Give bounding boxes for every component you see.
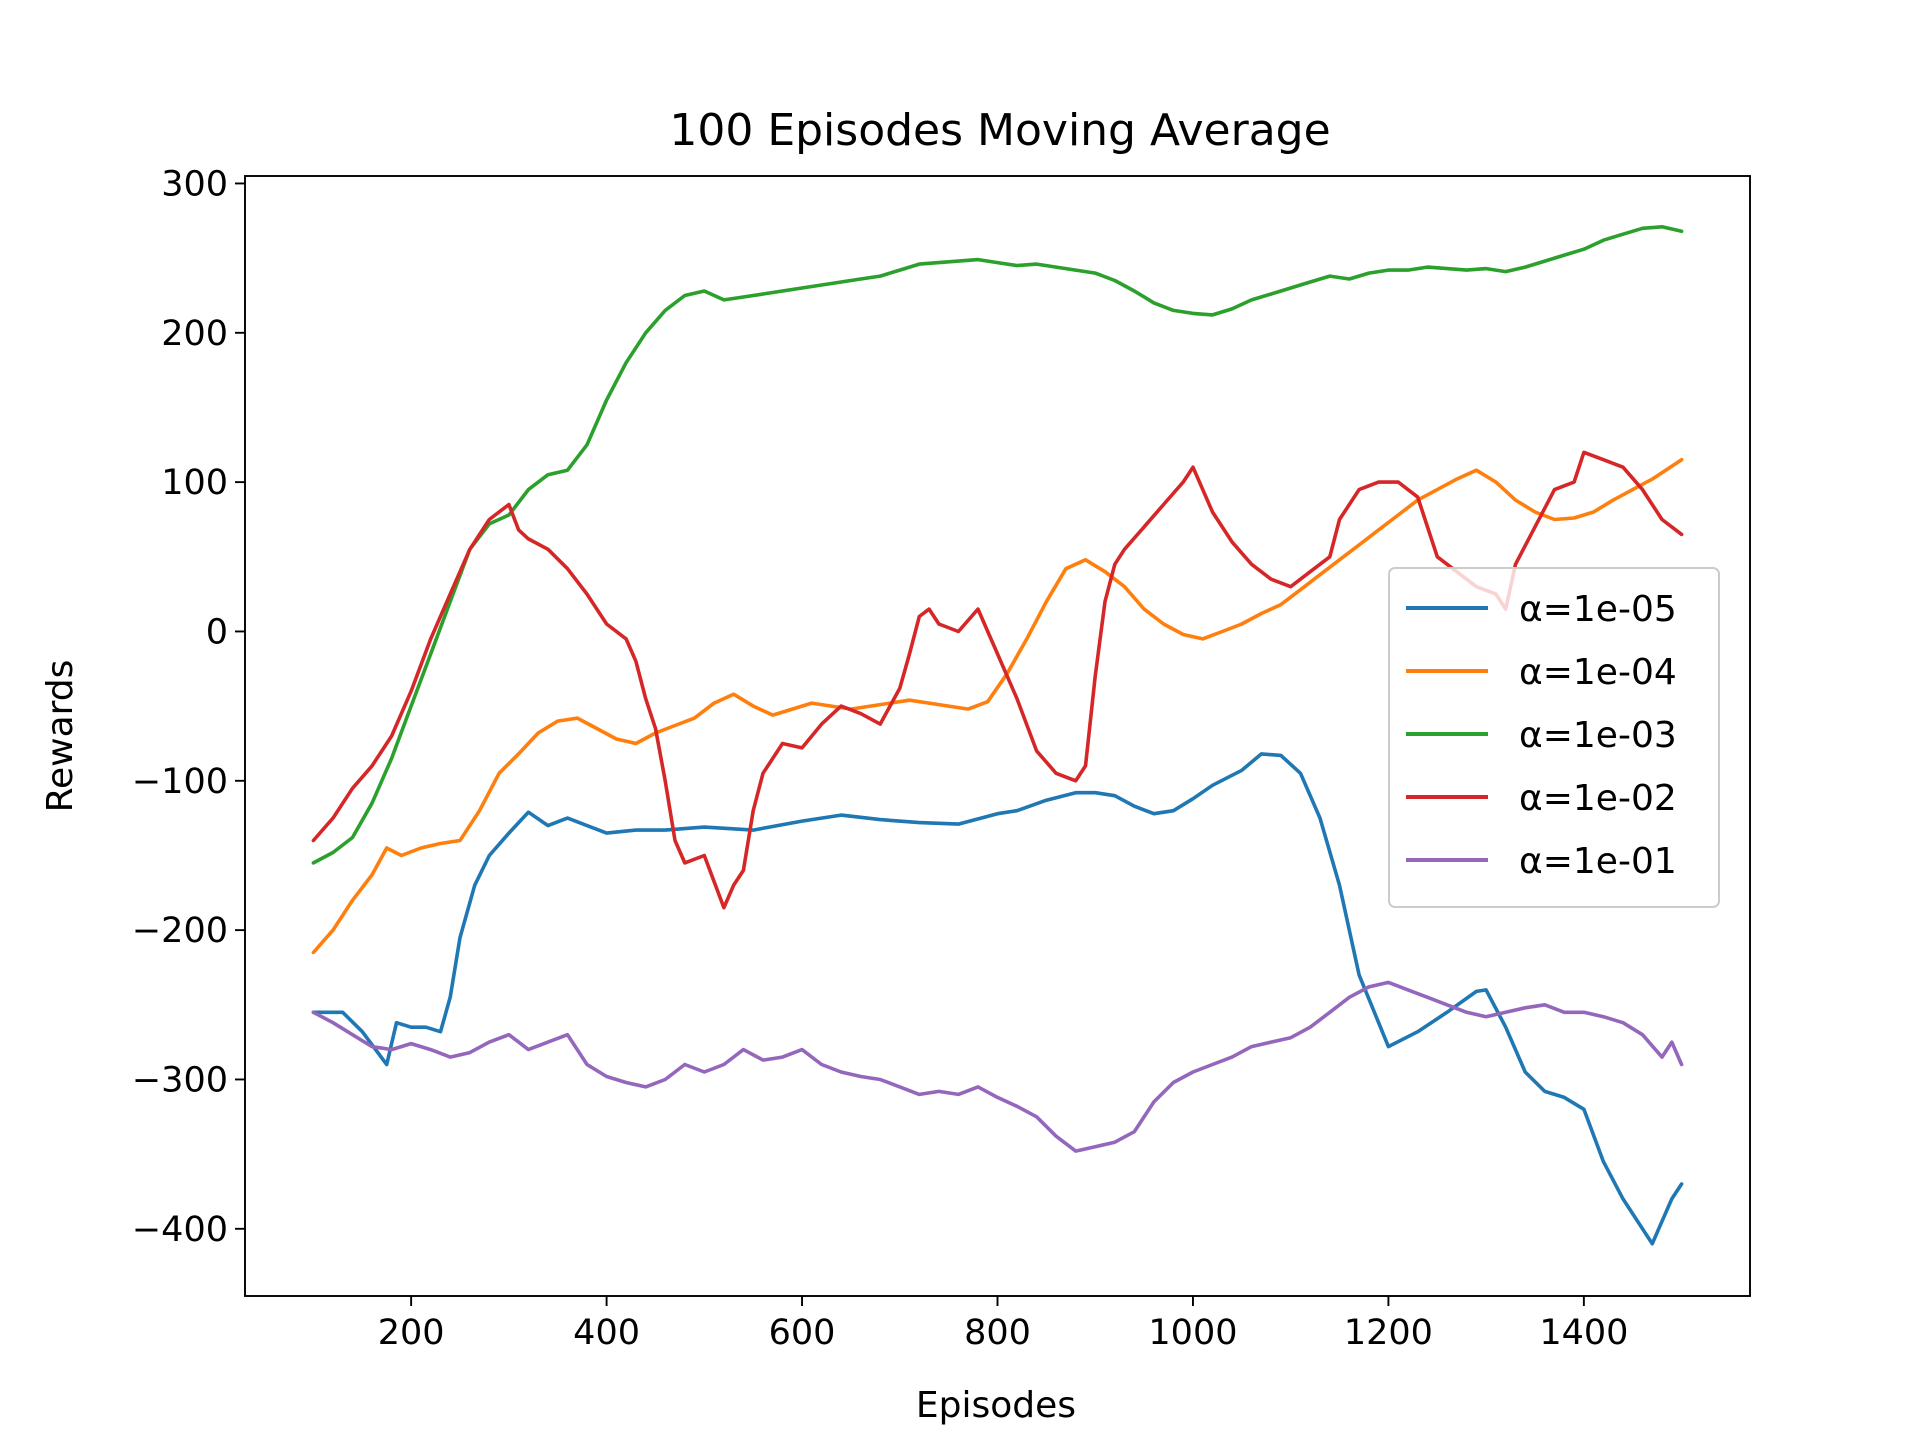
series-line-2 xyxy=(311,457,1684,955)
legend-label: α=1e-02 xyxy=(1519,778,1677,819)
x-tick-label: 600 xyxy=(769,1313,836,1353)
y-tick-label: −400 xyxy=(132,1210,228,1250)
series-layer xyxy=(311,225,1684,1246)
y-tick-label: 200 xyxy=(161,314,228,354)
x-tick-label: 1000 xyxy=(1148,1313,1237,1353)
x-tick-label: 1200 xyxy=(1344,1313,1433,1353)
chart-title: 100 Episodes Moving Average xyxy=(669,105,1330,156)
series-line-1 xyxy=(311,752,1684,1246)
legend-label: α=1e-04 xyxy=(1519,652,1677,693)
y-tick-label: −300 xyxy=(132,1060,228,1100)
y-axis: −400 −300 −200 −100 0 100 200 300 xyxy=(132,164,245,1250)
x-tick-label: 800 xyxy=(964,1313,1031,1353)
y-tick-label: 100 xyxy=(161,463,228,503)
x-tick-label: 200 xyxy=(378,1313,445,1353)
y-tick-label: −200 xyxy=(132,911,228,951)
legend-label: α=1e-03 xyxy=(1519,715,1677,756)
x-tick-label: 400 xyxy=(573,1313,640,1353)
series-line-3 xyxy=(311,225,1684,865)
legend-label: α=1e-01 xyxy=(1519,841,1677,882)
x-tick-label: 1400 xyxy=(1539,1313,1628,1353)
y-axis-label: Rewards xyxy=(40,660,81,813)
y-tick-label: −100 xyxy=(132,762,228,802)
y-tick-label: 0 xyxy=(206,612,228,652)
x-axis-label: Episodes xyxy=(916,1385,1076,1426)
x-axis: 200 400 600 800 1000 1200 1400 xyxy=(378,1296,1628,1353)
y-tick-label: 300 xyxy=(161,164,228,204)
legend-label: α=1e-05 xyxy=(1519,589,1677,630)
series-line-5 xyxy=(311,980,1684,1153)
legend: α=1e-05 α=1e-04 α=1e-03 α=1e-02 α=1e-01 xyxy=(1388,567,1720,908)
legend-box xyxy=(1388,567,1720,908)
